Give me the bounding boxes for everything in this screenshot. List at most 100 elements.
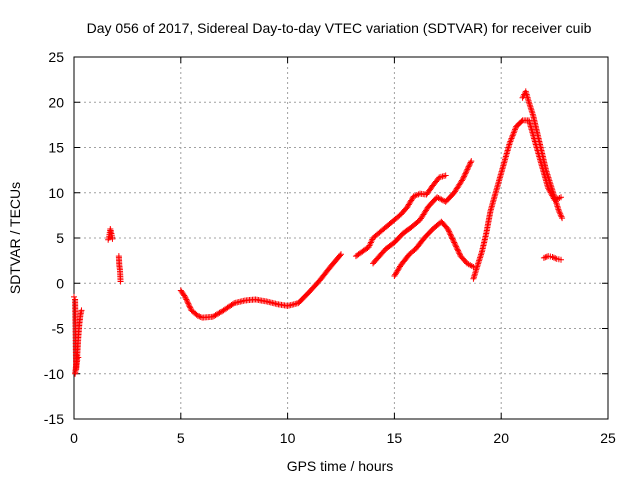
data-point xyxy=(509,132,516,139)
data-point xyxy=(75,354,82,361)
x-axis-label: GPS time / hours xyxy=(287,458,394,474)
data-point xyxy=(455,247,462,254)
data-point xyxy=(183,296,190,303)
data-point xyxy=(556,209,563,216)
data-point xyxy=(463,167,470,174)
data-point xyxy=(448,234,455,241)
data-point xyxy=(557,212,564,219)
data-point xyxy=(463,169,470,176)
series-rise-c xyxy=(391,218,477,280)
axis-ticks: 0 5 10 15 20 25 -15 -10 -5 0 5 10 15 20 25 xyxy=(44,49,616,446)
data-point xyxy=(448,232,455,239)
chart-title: Day 056 of 2017, Sidereal Day-to-day VTE… xyxy=(87,20,592,36)
x-tick-label: 20 xyxy=(493,430,509,446)
data-point xyxy=(452,242,459,249)
series-main-trace xyxy=(177,251,344,321)
data-point xyxy=(459,176,466,183)
data-point xyxy=(74,357,81,364)
x-tick-label: 25 xyxy=(600,430,616,446)
series-rise-a xyxy=(352,172,449,260)
data-point xyxy=(185,300,192,307)
data-point xyxy=(558,213,565,220)
data-point xyxy=(467,159,474,166)
data-point xyxy=(455,249,462,256)
data-point xyxy=(445,227,452,234)
data-point xyxy=(117,278,124,285)
data-point xyxy=(194,312,201,319)
y-axis-label: SDTVAR / TECUs xyxy=(7,182,23,294)
series-tail-22.5h xyxy=(540,253,565,263)
y-tick-label: -15 xyxy=(44,411,64,427)
data-point xyxy=(510,129,517,136)
data-point xyxy=(558,194,565,201)
series-peak-21h xyxy=(519,88,566,222)
x-tick-label: 15 xyxy=(387,430,403,446)
data-point xyxy=(196,313,203,320)
data-point xyxy=(453,244,460,251)
data-point xyxy=(542,254,549,261)
data-point xyxy=(449,236,456,243)
data-point xyxy=(182,293,189,300)
data-point xyxy=(559,215,566,222)
grid xyxy=(74,57,608,419)
data-point xyxy=(444,225,451,232)
data-point xyxy=(464,166,471,173)
data-point xyxy=(508,135,515,142)
data-point xyxy=(555,207,562,214)
series-rise-b xyxy=(370,158,475,267)
data-point xyxy=(78,307,85,314)
data-point xyxy=(454,246,461,253)
data-point xyxy=(109,235,116,242)
data-point xyxy=(229,301,236,308)
data-point xyxy=(511,128,518,135)
data-point xyxy=(509,134,516,141)
data-point xyxy=(549,254,556,261)
data-point xyxy=(466,162,473,169)
data-point xyxy=(446,230,453,237)
data-point xyxy=(451,240,458,247)
data-point xyxy=(446,228,453,235)
y-tick-label: 5 xyxy=(56,230,64,246)
data-point xyxy=(181,292,188,299)
data-point xyxy=(450,238,457,245)
data-point xyxy=(461,173,468,180)
data-point xyxy=(187,304,194,311)
y-tick-label: -5 xyxy=(52,321,65,337)
series-cluster-1.7h xyxy=(105,225,116,243)
data-point xyxy=(510,131,517,138)
data-point xyxy=(337,252,344,259)
data-points xyxy=(71,88,566,377)
data-point xyxy=(453,243,460,250)
data-point xyxy=(449,235,456,242)
data-point xyxy=(184,299,191,306)
y-tick-label: 20 xyxy=(48,94,64,110)
series-segment-start-low xyxy=(72,354,82,377)
data-point xyxy=(461,171,468,178)
x-tick-label: 10 xyxy=(280,430,296,446)
data-point xyxy=(558,256,565,263)
data-point xyxy=(182,295,189,302)
y-tick-label: 10 xyxy=(48,185,64,201)
series-cluster-2.1h xyxy=(115,253,124,285)
data-point xyxy=(462,170,469,177)
data-point xyxy=(507,137,514,144)
data-point xyxy=(183,297,190,304)
data-point xyxy=(518,118,525,125)
data-point xyxy=(465,165,472,172)
x-tick-label: 0 xyxy=(70,430,78,446)
data-point xyxy=(71,293,77,300)
y-tick-label: 25 xyxy=(48,49,64,65)
y-tick-label: 0 xyxy=(56,275,64,291)
data-point xyxy=(552,255,559,262)
data-point xyxy=(442,172,449,179)
x-tick-label: 5 xyxy=(177,430,185,446)
data-point xyxy=(557,210,564,217)
data-point xyxy=(460,174,467,181)
data-point xyxy=(338,251,344,258)
data-point xyxy=(451,239,458,246)
data-point xyxy=(465,163,472,170)
data-point xyxy=(506,139,513,146)
data-point xyxy=(550,254,557,261)
data-point xyxy=(185,301,192,308)
